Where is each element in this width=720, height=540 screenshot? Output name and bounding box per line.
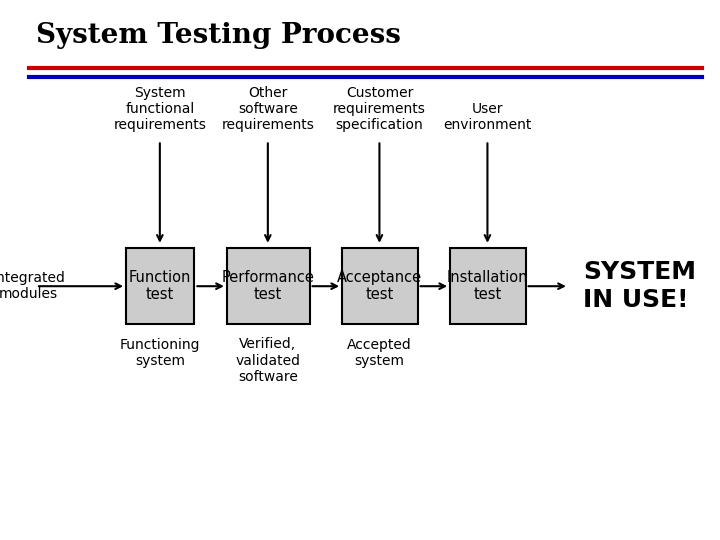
FancyBboxPatch shape <box>126 248 194 324</box>
Text: Integrated
modules: Integrated modules <box>0 271 66 301</box>
Text: System
functional
requirements: System functional requirements <box>114 86 206 132</box>
Text: Function
test: Function test <box>129 270 192 302</box>
Text: Accepted
system: Accepted system <box>347 338 412 368</box>
Text: Customer
requirements
specification: Customer requirements specification <box>333 86 426 132</box>
FancyBboxPatch shape <box>450 248 526 324</box>
FancyBboxPatch shape <box>227 248 310 324</box>
Text: Functioning
system: Functioning system <box>120 338 200 368</box>
Text: Performance
test: Performance test <box>222 270 315 302</box>
Text: SYSTEM
IN USE!: SYSTEM IN USE! <box>583 260 696 312</box>
Text: User
environment: User environment <box>444 102 531 132</box>
Text: Installation
test: Installation test <box>447 270 528 302</box>
Text: Acceptance
test: Acceptance test <box>337 270 423 302</box>
Text: Other
software
requirements: Other software requirements <box>222 86 314 132</box>
Text: System Testing Process: System Testing Process <box>36 22 401 49</box>
FancyBboxPatch shape <box>342 248 418 324</box>
Text: Verified,
validated
software: Verified, validated software <box>235 338 300 384</box>
